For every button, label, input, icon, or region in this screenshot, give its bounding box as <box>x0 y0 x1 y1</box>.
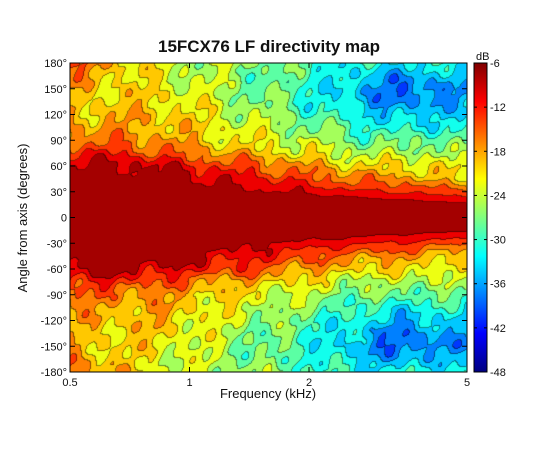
colorbar: dB -6 -12 -18 -24 -30 -36 -42 -48 <box>473 51 506 379</box>
colorbar-tick-label: -18 <box>490 146 506 158</box>
y-tick-label: 30° <box>50 187 67 199</box>
y-axis-ticks: -180° -150° -120° -90° -60° -30° 0 30° 60° 90° 120… <box>41 58 467 379</box>
y-axis-label: Angle from axis (degrees) <box>15 144 30 293</box>
x-axis-label: Frequency (kHz) <box>220 386 316 401</box>
x-axis-ticks: 0.5 1 2 5 <box>62 63 470 389</box>
y-tick-label: 180° <box>44 58 67 70</box>
y-tick-label: -150° <box>41 341 67 353</box>
plot-area <box>69 62 468 373</box>
chart-title: 15FCX76 LF directivity map <box>158 37 380 56</box>
colorbar-unit-label: dB <box>476 51 489 63</box>
y-tick-label: -90° <box>47 290 67 302</box>
y-tick-label: 90° <box>50 135 67 147</box>
y-tick-label: -120° <box>41 316 67 328</box>
colorbar-tick-label: -6 <box>490 58 500 70</box>
y-tick-label: 0 <box>61 213 67 225</box>
heatmap-surface <box>70 63 467 372</box>
colorbar-tick-label: -30 <box>490 235 506 247</box>
colorbar-ticks: -6 -12 -18 -24 -30 -36 -42 -48 <box>474 58 506 379</box>
y-tick-label: -60° <box>47 264 67 276</box>
colorbar-gradient <box>473 62 488 373</box>
colorbar-tick-label: -48 <box>490 367 506 379</box>
y-tick-label: 120° <box>44 110 67 122</box>
colorbar-tick-label: -42 <box>490 323 506 335</box>
colorbar-tick-label: -36 <box>490 279 506 291</box>
x-tick-label: 1 <box>186 377 192 389</box>
x-tick-label: 2 <box>306 377 312 389</box>
y-tick-label: 60° <box>50 161 67 173</box>
y-tick-label: -30° <box>47 238 67 250</box>
colorbar-tick-label: -24 <box>490 190 506 202</box>
colorbar-tick-label: -12 <box>490 102 506 114</box>
x-tick-label: 5 <box>464 377 470 389</box>
x-tick-label: 0.5 <box>62 377 77 389</box>
y-tick-label: -180° <box>41 367 67 379</box>
y-tick-label: 150° <box>44 84 67 96</box>
